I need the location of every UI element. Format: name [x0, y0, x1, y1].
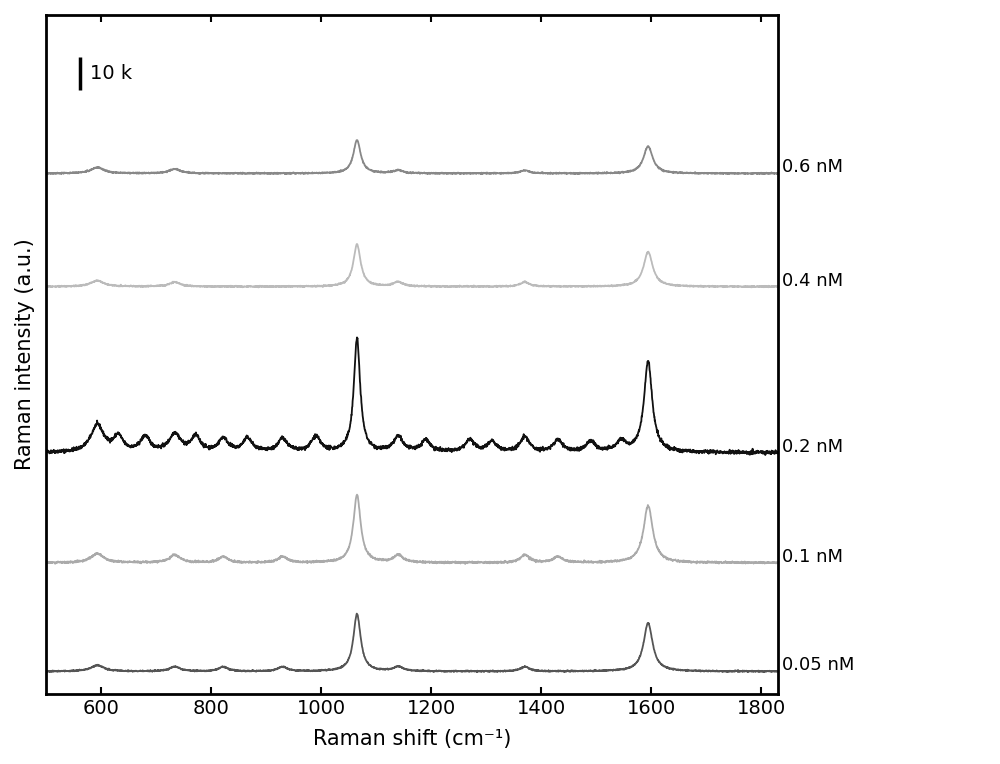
X-axis label: Raman shift (cm⁻¹): Raman shift (cm⁻¹): [313, 729, 511, 749]
Y-axis label: Raman intensity (a.u.): Raman intensity (a.u.): [15, 238, 35, 471]
Text: 10 k: 10 k: [90, 64, 132, 83]
Text: 0.2 nM: 0.2 nM: [782, 438, 843, 455]
Text: 0.1 nM: 0.1 nM: [782, 548, 843, 565]
Text: 0.4 nM: 0.4 nM: [782, 271, 843, 290]
Text: 0.05 nM: 0.05 nM: [782, 656, 855, 675]
Text: 0.6 nM: 0.6 nM: [782, 158, 843, 176]
